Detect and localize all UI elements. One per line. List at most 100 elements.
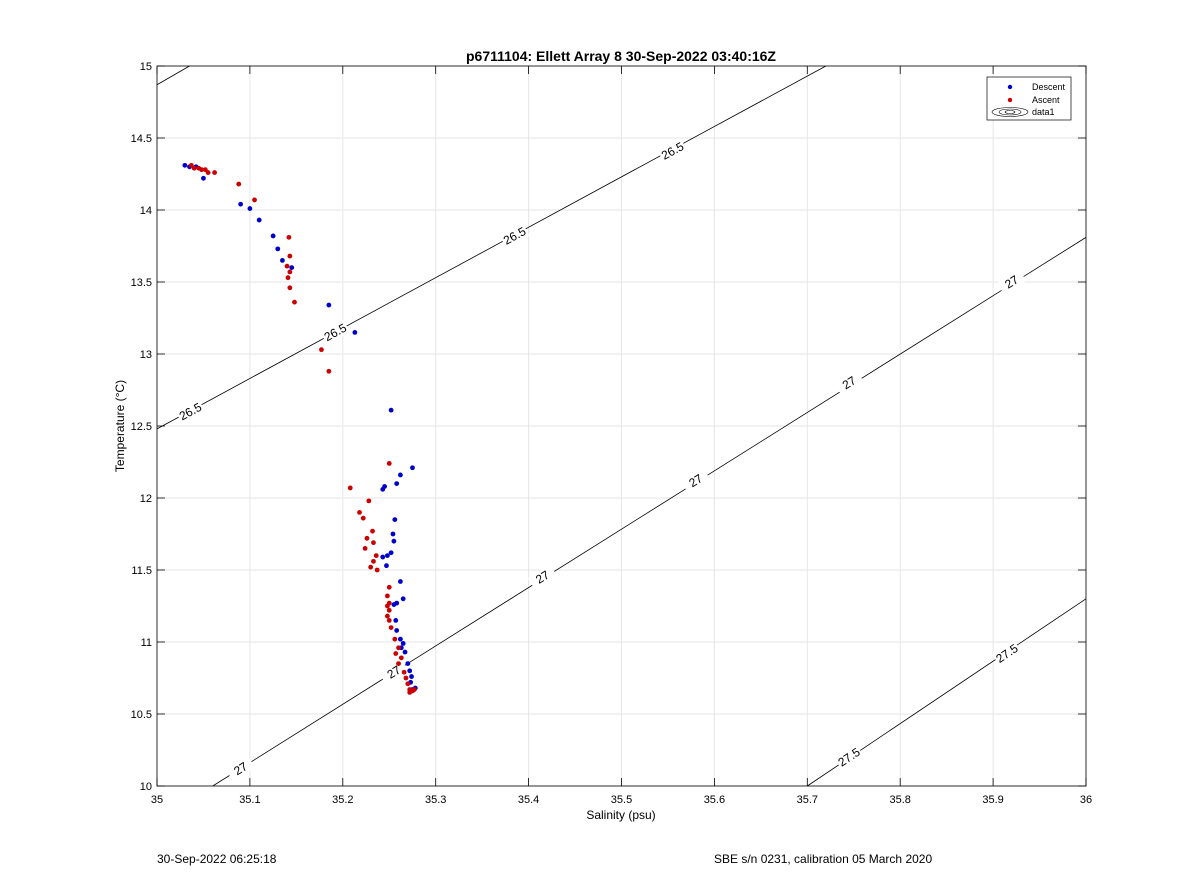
contour-label-bg — [320, 320, 351, 345]
descent-point — [390, 531, 396, 537]
chart-title: p6711104: Ellett Array 8 30-Sep-2022 03:… — [466, 48, 776, 64]
x-tick-label: 35.6 — [704, 794, 725, 806]
contour-label-bg — [834, 369, 864, 396]
y-tick-label: 13.5 — [131, 277, 152, 289]
ascent-point — [392, 636, 398, 642]
ascent-point — [411, 687, 417, 692]
descent-point — [397, 472, 403, 478]
ascent-point — [347, 485, 353, 491]
descent-point — [397, 579, 403, 584]
ascent-point — [396, 645, 401, 651]
y-tick-label: 15 — [140, 61, 152, 73]
descent-point — [380, 554, 386, 560]
y-tick-label: 12.5 — [131, 421, 152, 433]
descent-point — [388, 407, 394, 413]
descent-point — [400, 596, 406, 602]
descent-point — [182, 162, 188, 168]
ascent-point — [398, 655, 404, 661]
ascent-point — [371, 540, 376, 546]
ascent-point — [292, 299, 297, 305]
axes: 35 35.1 35.2 35.3 35.4 35.5 35.6 35.7 35.8 35.9 36… — [131, 61, 1093, 806]
contour-label-bg — [175, 399, 206, 424]
ascent-point — [371, 558, 376, 564]
ascent-point — [373, 553, 379, 558]
x-tick-label: 35.5 — [611, 794, 632, 806]
contour-label-bg — [499, 223, 530, 249]
x-tick-label: 35.4 — [518, 794, 539, 806]
contour-line — [156, 65, 190, 86]
x-tick-label: 35.9 — [982, 794, 1003, 806]
descent-point — [388, 550, 394, 556]
descent-point — [352, 330, 358, 335]
contour-label-bg — [225, 755, 256, 782]
descent-point — [405, 661, 411, 666]
contour-label-bg — [681, 467, 711, 494]
descent-point — [393, 618, 399, 623]
y-tick-label: 14 — [140, 205, 152, 217]
ascent-point — [366, 498, 372, 504]
legend: Descent Ascent data1 — [986, 76, 1072, 121]
ascent-point — [362, 546, 368, 551]
y-tick-label: 10 — [140, 781, 152, 793]
descent-point — [326, 302, 332, 308]
ascent-point — [386, 461, 392, 466]
y-axis-label: Temperature (°C) — [113, 380, 127, 472]
descent-point — [384, 553, 390, 558]
legend-ascent-label: Ascent — [1032, 95, 1060, 105]
descent-point — [380, 486, 386, 492]
ascent-point — [286, 234, 292, 240]
legend-descent-marker — [1007, 84, 1013, 90]
descent-point — [270, 233, 276, 239]
descent-point — [392, 517, 398, 522]
x-tick-label: 35.8 — [889, 794, 910, 806]
ascent-point — [191, 165, 197, 171]
footer-calibration: SBE s/n 0231, calibration 05 March 2020 — [714, 852, 933, 866]
ascent-point — [360, 515, 366, 521]
x-tick-label: 35 — [151, 794, 163, 806]
descent-point — [407, 668, 413, 674]
y-tick-label: 13 — [140, 349, 152, 361]
ascent-point — [401, 669, 407, 675]
ascent-point — [357, 510, 362, 515]
ascent-point — [287, 269, 293, 275]
x-tick-label: 36 — [1080, 794, 1092, 806]
ascent-point — [370, 528, 375, 534]
descent-point — [402, 649, 408, 655]
descent-point — [410, 465, 415, 471]
ascent-point — [388, 625, 394, 630]
y-tick-label: 10.5 — [131, 709, 152, 721]
contour-label-bg — [657, 138, 688, 164]
ascent-point — [393, 651, 399, 656]
ascent-point — [374, 567, 380, 573]
ascent-point — [287, 285, 293, 291]
legend-data1-label: data1 — [1032, 107, 1055, 117]
descent-point — [409, 674, 414, 679]
descent-point — [256, 217, 262, 223]
legend-contour-icon — [991, 107, 1029, 117]
ascent-point — [405, 681, 411, 687]
x-tick-label: 35.1 — [239, 794, 260, 806]
ascent-point — [252, 197, 257, 203]
ascent-point — [212, 170, 217, 175]
descent-point — [238, 201, 244, 207]
ascent-point — [364, 535, 370, 541]
contour-label-bg — [527, 564, 558, 591]
y-tick-label: 11 — [141, 637, 152, 649]
ascent-point — [396, 661, 401, 666]
footer-timestamp: 30-Sep-2022 06:25:18 — [157, 852, 277, 866]
ascent-point — [319, 347, 324, 353]
data-points — [182, 162, 418, 695]
contour-label-bg — [992, 640, 1022, 667]
contour-line — [212, 237, 1087, 787]
descent-point — [289, 265, 295, 270]
ascent-point — [384, 603, 390, 609]
descent-point — [400, 641, 406, 646]
ascent-point — [384, 613, 390, 619]
legend-box — [986, 76, 1072, 121]
descent-point — [201, 175, 206, 181]
descent-point — [391, 602, 397, 607]
ascent-point — [368, 564, 374, 570]
descent-point — [247, 206, 253, 211]
